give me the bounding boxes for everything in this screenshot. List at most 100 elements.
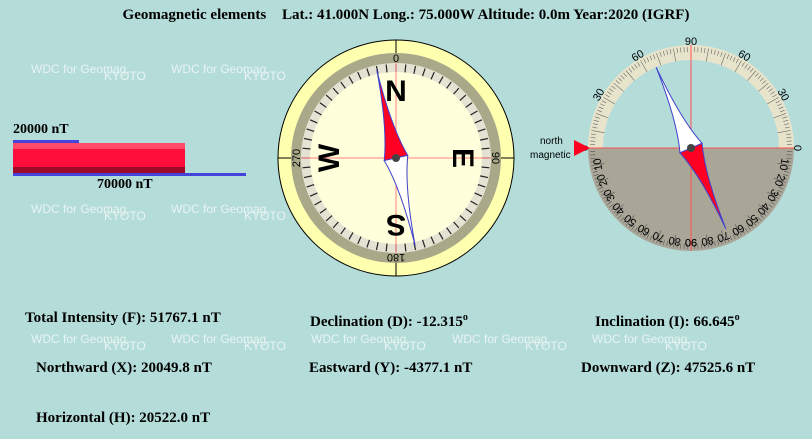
compass-tick [385, 64, 388, 73]
inclinometer-tick [620, 75, 625, 80]
compass-tick [453, 221, 460, 229]
compass-tick [465, 102, 473, 108]
inclinometer-tick [607, 91, 612, 95]
inclinometer-tick [762, 80, 767, 84]
degree-sign: o [462, 312, 468, 323]
compass-tick [348, 76, 354, 84]
inclinometer-upper-label: 30 [775, 87, 792, 104]
inclinometer-lower-label: 70 [715, 229, 731, 244]
inclinometer-tick [680, 47, 682, 53]
compass-tick [413, 65, 417, 75]
compass-tick [430, 236, 435, 245]
horizontal-scale-label: 20000 nT [13, 122, 69, 137]
inclinometer-tick [759, 77, 764, 82]
inclinometer-upper-label: 0 [791, 145, 803, 151]
declination-text: Declination (D): -12.315 [310, 314, 463, 330]
inclinometer-tick [628, 68, 633, 73]
inclinometer-tick [705, 233, 709, 248]
inclinometer-tick [775, 192, 781, 196]
inclinometer-tick [605, 198, 610, 202]
inclinometer-tick [605, 94, 610, 98]
compass-tick [479, 137, 489, 141]
inclinometer-tick [734, 223, 742, 236]
compass-tick [477, 128, 486, 132]
inclinometer-tick [783, 174, 789, 177]
inclinometer-tick [603, 191, 616, 199]
inclinometer-tick [717, 240, 720, 246]
inclinometer-tick [649, 235, 653, 241]
inclinometer-tick [592, 167, 598, 170]
inclinometer-tick [772, 177, 787, 183]
inclinometer-tick [741, 62, 745, 67]
inclinometer-tick [704, 47, 706, 53]
compass-tick [340, 81, 346, 89]
inclinometer-tick [782, 116, 788, 119]
compass-tick [453, 87, 460, 95]
compass-tick [422, 239, 426, 248]
inclinometer-tick [726, 54, 730, 60]
inclinometer-tick [598, 186, 604, 190]
inclinometer-tick [720, 51, 723, 57]
inclinometer-tick [634, 64, 638, 69]
compass-tick [314, 110, 322, 116]
inclinometer-tick [746, 214, 757, 226]
declination-value: Declination (D): -12.315o [310, 312, 468, 331]
compass-tick [303, 137, 313, 141]
compass-tick [446, 227, 452, 235]
compass-tick [340, 227, 346, 235]
inclinometer-tick [676, 243, 678, 249]
inclinometer-tick [749, 223, 754, 228]
inclinometer-tick [634, 227, 638, 232]
inclinometer-tick [625, 214, 636, 226]
location-text: Lat.: 41.000N Long.: 75.000W Altitude: 0… [281, 7, 690, 23]
compass-tick [314, 200, 322, 206]
compass-tick [470, 110, 478, 116]
inclinometer-upper-label: 60 [630, 48, 647, 65]
inclinometer-tick [784, 123, 790, 126]
inclinometer-tick [615, 80, 620, 84]
compass-tick [303, 175, 313, 179]
inclinometer-tick [666, 241, 669, 247]
inclinometer-tick [601, 192, 607, 196]
inclinometer-tick [603, 97, 616, 105]
compass-tick [319, 102, 327, 108]
inclinometer-upper-label: 90 [685, 36, 697, 48]
inclinometer-tick [649, 55, 653, 61]
declination-needle-south [383, 154, 416, 247]
inclinometer-tick [772, 94, 777, 98]
compass-tick [385, 243, 388, 252]
compass-tick [302, 147, 311, 150]
inclinometer-upper-label: 30 [591, 87, 608, 104]
compass-degree-label: 180 [387, 251, 405, 263]
inclinometer-tick [640, 223, 648, 236]
inclinometer-tick [766, 191, 779, 199]
inclinometer-tick [590, 157, 596, 159]
inclinometer-tick [777, 103, 782, 107]
horizontal-value: Horizontal (H): 20522.0 nT [36, 410, 211, 426]
inclinometer-lower-label: 20 [772, 172, 787, 188]
inclinometer-tick [652, 54, 656, 60]
inclinometer-tick [744, 64, 748, 69]
compass-tick [479, 175, 489, 179]
inclinometer-tick [779, 109, 785, 113]
inclinometer-tick [593, 119, 599, 122]
inclinometer-tick [735, 58, 739, 64]
inclinometer-tick [646, 234, 650, 239]
compass-tick [325, 215, 333, 222]
inclinometer-tick [786, 161, 792, 163]
inclinometer-tick [732, 234, 736, 239]
compass-tick [306, 184, 315, 188]
inclinometer-tick [593, 174, 599, 177]
compass-tick [306, 128, 315, 132]
inclinometer-tick [786, 157, 792, 159]
compass-tick [404, 64, 407, 73]
magnetic-label: magnetic [530, 150, 571, 161]
inclinometer-tick [710, 49, 713, 55]
compass-tick [325, 94, 333, 101]
declination-needle-pivot [392, 154, 400, 162]
inclinometer-tick [611, 206, 616, 211]
compass-cardinal-2: S [386, 208, 406, 241]
inclinometer-tick [643, 232, 647, 238]
inclinometer-tick [755, 219, 759, 224]
inclinometer-tick [637, 62, 641, 67]
